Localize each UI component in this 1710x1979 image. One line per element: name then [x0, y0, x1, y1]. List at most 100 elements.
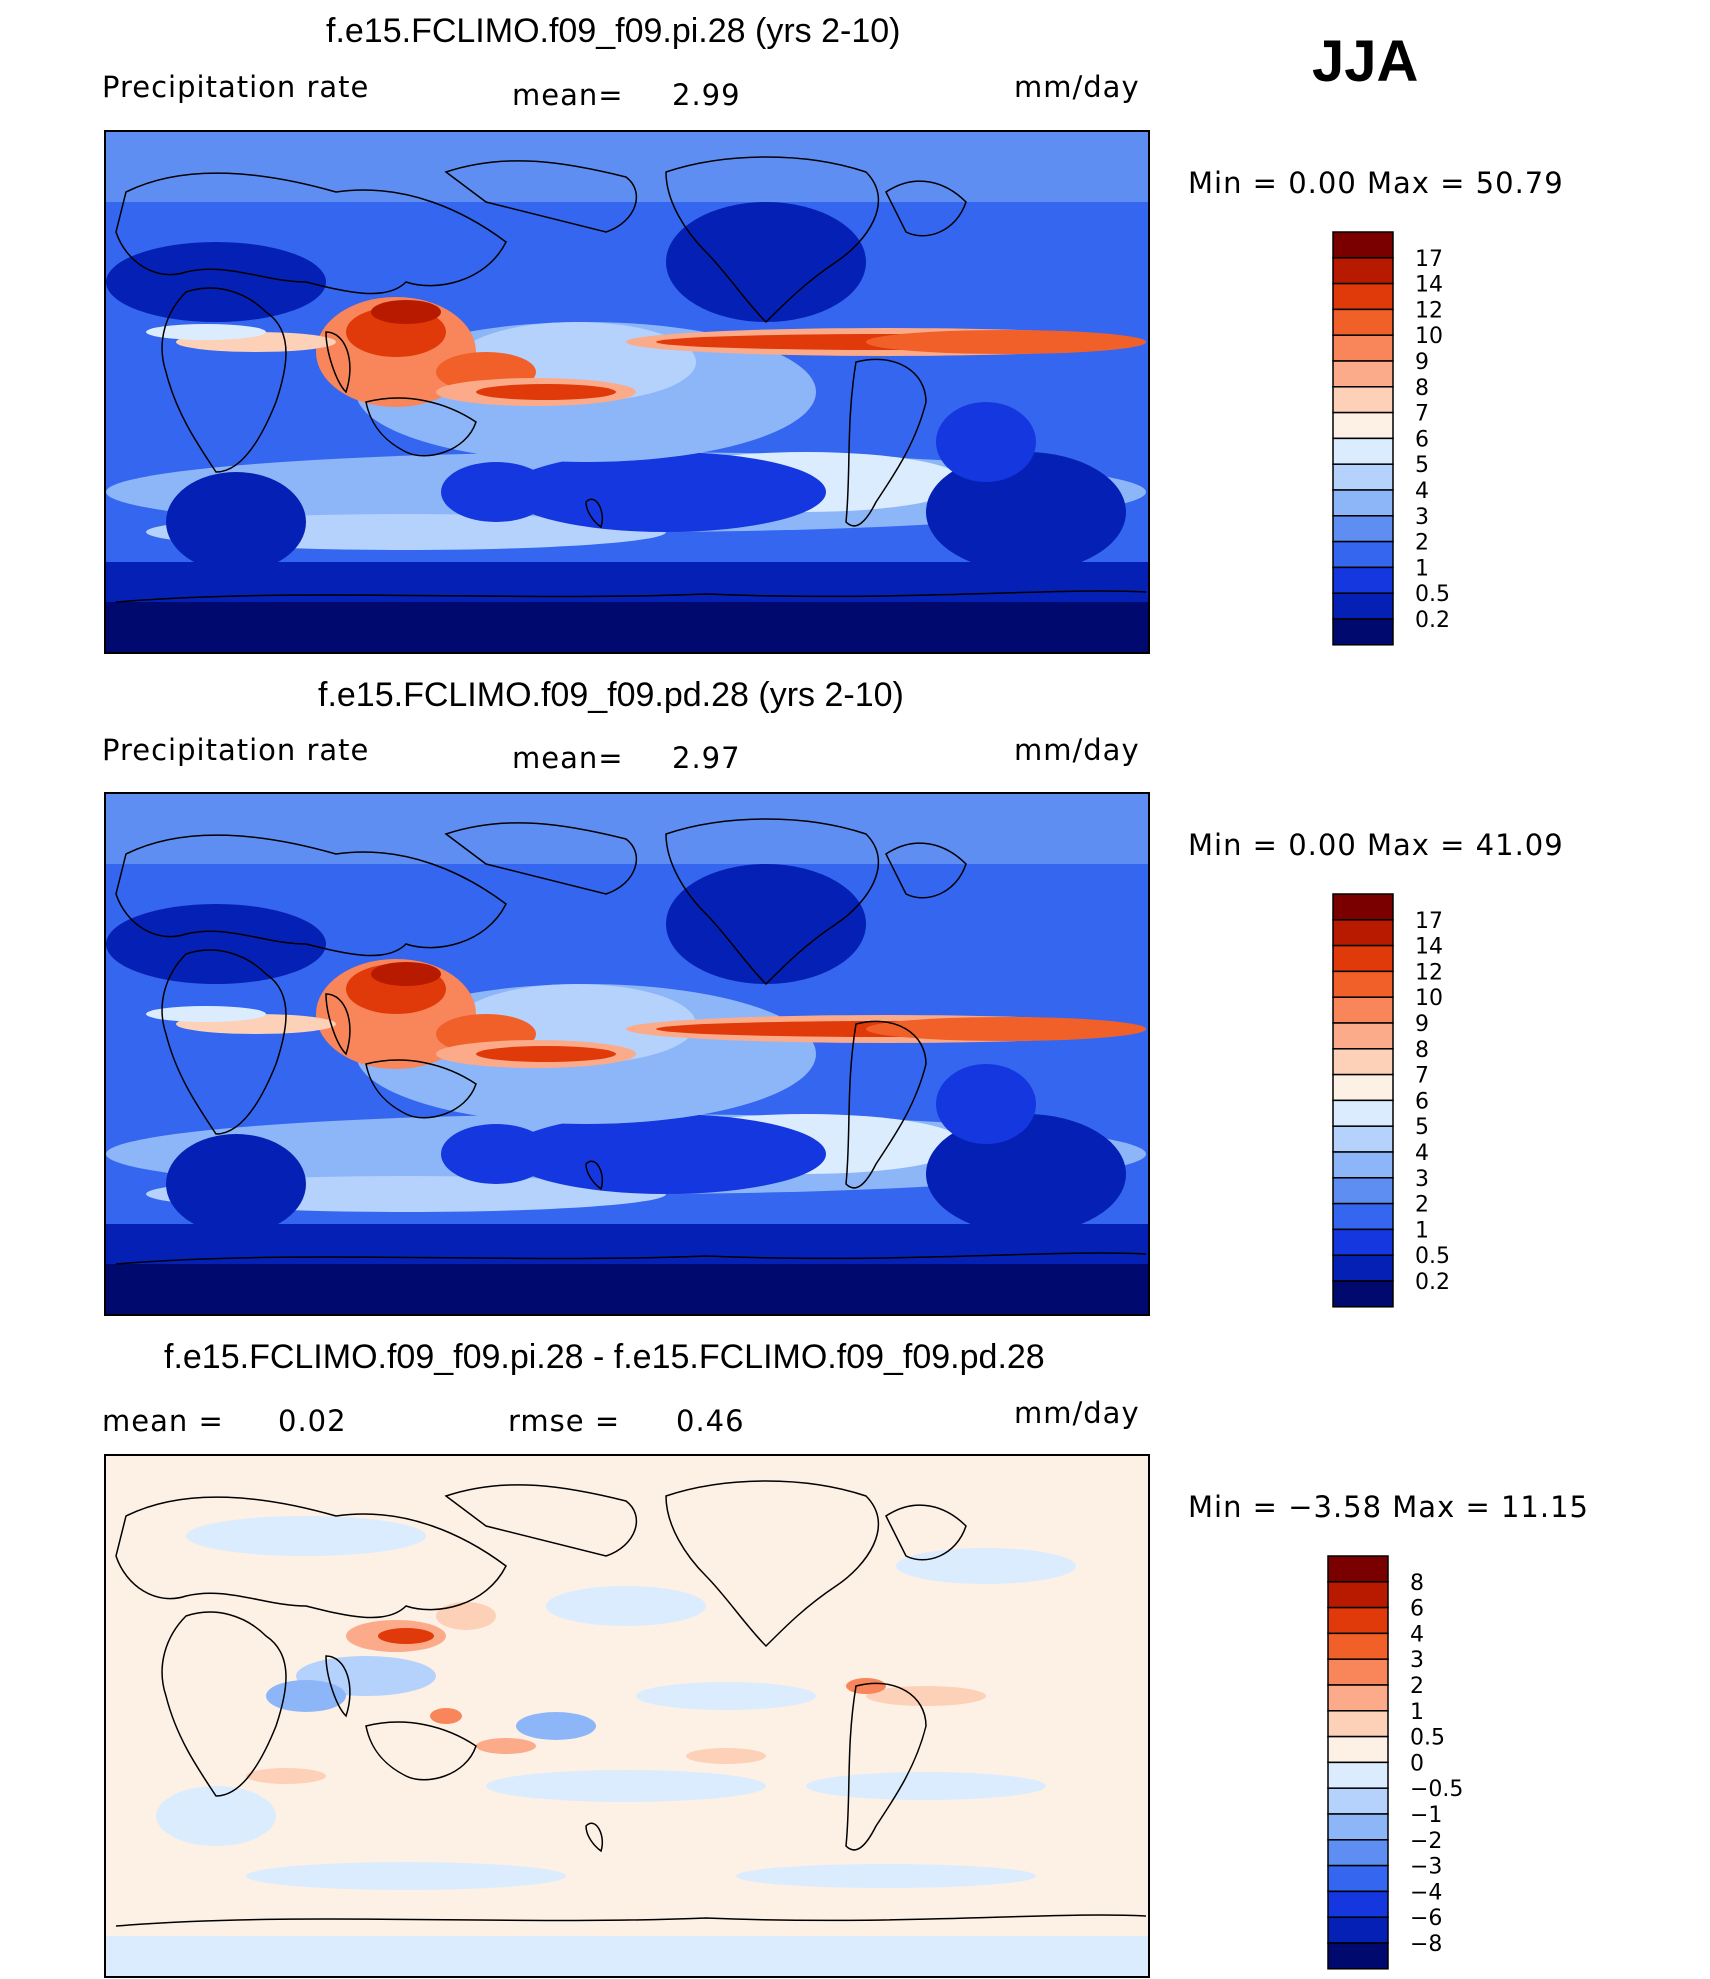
colorbar-swatch-1-4	[1332, 334, 1394, 362]
colorbar-tick-label: 0.5	[1415, 1244, 1450, 1269]
colorbar-tick-label: 0.5	[1410, 1726, 1445, 1751]
colorbar-tick-label: 9	[1415, 1012, 1429, 1037]
colorbar-tick-label: −3	[1410, 1855, 1442, 1880]
colorbar-tick-label: 6	[1410, 1597, 1424, 1622]
colorbar-swatch-3-12	[1327, 1864, 1389, 1893]
panel-1-units: mm/day	[1014, 70, 1140, 104]
colorbar-tick-label: 2	[1415, 531, 1429, 556]
colorbar-tick-label: 7	[1415, 402, 1429, 427]
panel-2-variable-label: Precipitation rate	[102, 733, 370, 767]
colorbar-swatch-1-8	[1332, 437, 1394, 465]
panel-3-map-svg	[106, 1456, 1148, 1976]
panel-1-map	[104, 130, 1150, 654]
panel-3-rmse-value: 0.46	[676, 1404, 745, 1438]
colorbar-swatch-2-11	[1332, 1177, 1394, 1205]
colorbar-swatch-3-13	[1327, 1890, 1389, 1918]
colorbar-swatch-1-5	[1332, 360, 1394, 388]
colorbar-tick-label: 17	[1415, 909, 1443, 934]
colorbar-tick-label: 0.2	[1415, 1270, 1450, 1295]
colorbar-swatch-3-6	[1327, 1710, 1389, 1738]
colorbar-tick-label: 12	[1415, 298, 1443, 323]
panel-3-units: mm/day	[1014, 1396, 1140, 1430]
colorbar-swatch-3-14	[1327, 1916, 1389, 1944]
colorbar-swatch-2-1	[1332, 919, 1394, 947]
colorbar-tick-label: 3	[1415, 505, 1429, 530]
panel-1-variable-label: Precipitation rate	[102, 70, 370, 104]
colorbar-swatch-2-5	[1332, 1022, 1394, 1050]
colorbar-swatch-3-3	[1327, 1632, 1389, 1660]
colorbar-swatch-1-11	[1332, 515, 1394, 543]
colorbar-swatch-2-0	[1332, 893, 1394, 921]
colorbar-swatch-1-15	[1332, 618, 1394, 646]
colorbar-swatch-3-10	[1327, 1813, 1389, 1841]
colorbar-tick-label: 5	[1415, 453, 1429, 478]
colorbar-tick-label: 4	[1410, 1622, 1424, 1647]
panel-2-title: f.e15.FCLIMO.f09_f09.pd.28 (yrs 2-10)	[318, 676, 904, 714]
colorbar-swatch-2-8	[1332, 1099, 1394, 1127]
colorbar-tick-label: 7	[1415, 1064, 1429, 1089]
panel-1-mean-value: 2.99	[672, 78, 741, 112]
colorbar-swatch-2-10	[1332, 1151, 1394, 1179]
panel-1-mean-label: mean=	[512, 78, 624, 112]
colorbar-tick-label: 0.5	[1415, 582, 1450, 607]
colorbar-swatch-3-11	[1327, 1839, 1389, 1867]
colorbar-swatch-3-8	[1327, 1761, 1389, 1789]
colorbar-tick-label: 8	[1410, 1571, 1424, 1596]
colorbar-tick-label: 10	[1415, 986, 1443, 1011]
colorbar-tick-label: 2	[1415, 1193, 1429, 1218]
colorbar-swatch-2-14	[1332, 1254, 1394, 1282]
colorbar-swatch-3-9	[1327, 1787, 1389, 1815]
colorbar-tick-label: 0.2	[1415, 608, 1450, 633]
colorbar-tick-label: 0	[1410, 1751, 1424, 1776]
coastlines	[115, 156, 1147, 603]
colorbar-tick-label: −4	[1410, 1880, 1442, 1905]
colorbar-tick-label: −6	[1410, 1906, 1442, 1931]
season-label: JJA	[1312, 29, 1419, 94]
colorbar-tick-label: 8	[1415, 1038, 1429, 1063]
colorbar-tick-label: 1	[1415, 1218, 1429, 1243]
panel-3-rmse-label: rmse =	[508, 1404, 621, 1438]
colorbar-swatch-2-7	[1332, 1073, 1394, 1102]
colorbar-swatch-2-6	[1332, 1048, 1394, 1076]
colorbar-tick-label: 3	[1415, 1167, 1429, 1192]
panel-1-map-svg	[106, 132, 1148, 652]
colorbar-tick-label: 17	[1415, 247, 1443, 272]
colorbar-tick-label: −8	[1410, 1932, 1442, 1957]
panel-2-mean-label: mean=	[512, 741, 624, 775]
colorbar-swatch-2-13	[1332, 1228, 1394, 1256]
colorbar-tick-label: 12	[1415, 960, 1443, 985]
colorbar-tick-label: 10	[1415, 324, 1443, 349]
colorbar-swatch-3-4	[1327, 1658, 1389, 1686]
colorbar-tick-label: 1	[1410, 1700, 1424, 1725]
colorbar-tick-label: −1	[1410, 1803, 1442, 1828]
colorbar-swatch-1-0	[1332, 231, 1394, 259]
colorbar-swatch-2-15	[1332, 1280, 1394, 1308]
colorbar-swatch-2-4	[1332, 996, 1394, 1024]
colorbar-swatch-1-14	[1332, 592, 1394, 620]
panel-1-minmax: Min = 0.00 Max = 50.79	[1188, 166, 1564, 200]
colorbar-swatch-3-2	[1327, 1606, 1389, 1635]
colorbar-swatch-1-1	[1332, 257, 1394, 285]
panel-3-minmax: Min = −3.58 Max = 11.15	[1188, 1490, 1589, 1524]
colorbar-swatch-3-5	[1327, 1684, 1389, 1712]
colorbar-tick-label: 6	[1415, 427, 1429, 452]
colorbar-tick-label: 8	[1415, 376, 1429, 401]
panel-1-colorbar: 17 14 12 10 9 8 7 6 5 4 3 2 1 0.5 0.2	[1332, 231, 1533, 648]
colorbar-swatch-2-3	[1332, 970, 1394, 998]
colorbar-swatch-2-9	[1332, 1125, 1394, 1153]
colorbar-tick-label: 1	[1415, 556, 1429, 581]
colorbar-swatch-1-10	[1332, 489, 1394, 517]
colorbar-swatch-1-12	[1332, 540, 1394, 569]
coastlines	[115, 818, 1147, 1265]
colorbar-swatch-1-7	[1332, 411, 1394, 440]
panel-1-title: f.e15.FCLIMO.f09_f09.pi.28 (yrs 2-10)	[326, 12, 901, 50]
colorbar-swatch-1-6	[1332, 386, 1394, 414]
coastlines	[115, 1480, 1147, 1927]
colorbar-swatch-3-0	[1327, 1555, 1389, 1583]
colorbar-swatch-1-3	[1332, 308, 1394, 336]
panel-3-map	[104, 1454, 1150, 1978]
panel-2-map-svg	[106, 794, 1148, 1314]
colorbar-tick-label: 5	[1415, 1115, 1429, 1140]
